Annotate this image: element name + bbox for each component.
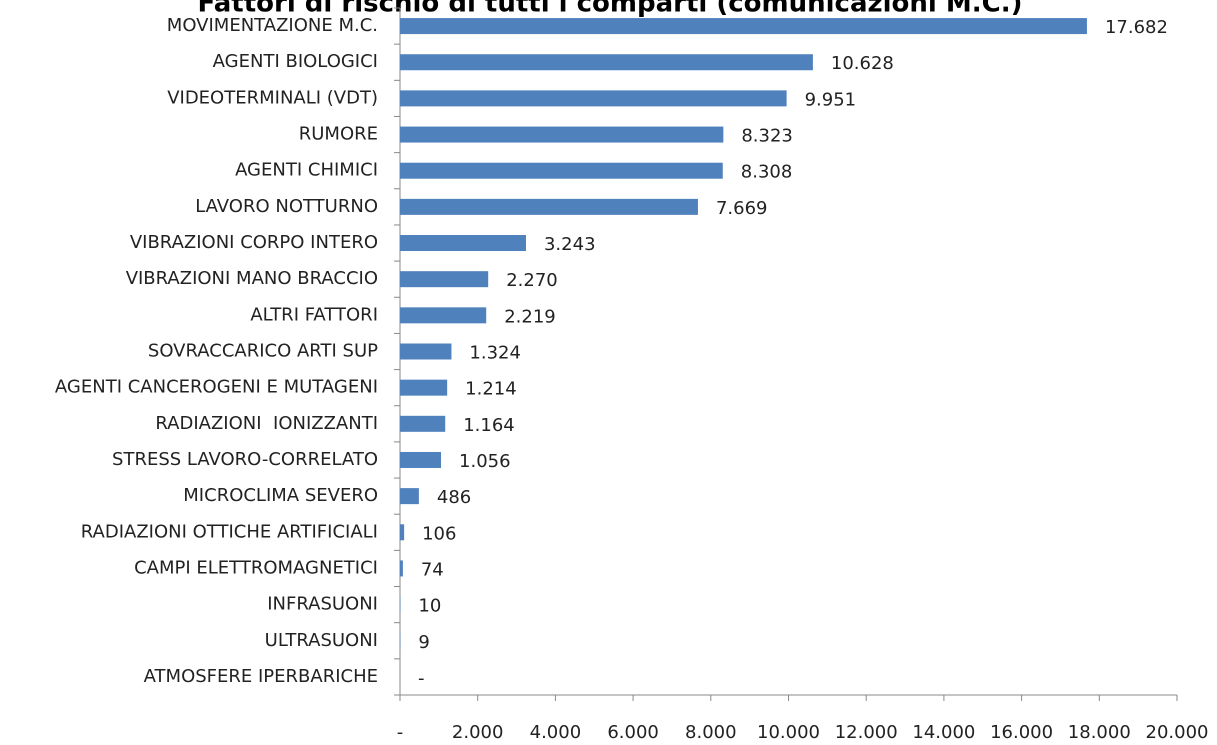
bar [400, 524, 405, 541]
x-tick-label: 6.000 [607, 722, 659, 743]
bar [400, 162, 723, 179]
bar [400, 451, 442, 468]
value-label: 486 [437, 487, 471, 508]
x-tick-label: 20.000 [1146, 722, 1209, 743]
y-tick-label: ULTRASUONI [265, 630, 378, 651]
bar [400, 54, 813, 71]
x-tick-label: - [397, 722, 404, 743]
x-tick-label: 2.000 [452, 722, 504, 743]
x-tick-label: 10.000 [757, 722, 820, 743]
bar [400, 379, 448, 396]
y-tick-label: MICROCLIMA SEVERO [183, 485, 378, 506]
y-tick-label: STRESS LAVORO-CORRELATO [112, 449, 378, 470]
bar [400, 198, 698, 215]
x-tick-label: 18.000 [1068, 722, 1131, 743]
value-label: 3.243 [544, 234, 596, 255]
value-label: 17.682 [1105, 17, 1168, 38]
y-tick-label: ATMOSFERE IPERBARICHE [144, 666, 378, 687]
y-tick-label: VIDEOTERMINALI (VDT) [167, 87, 378, 108]
bar [400, 560, 403, 577]
y-tick-label: RUMORE [299, 124, 378, 145]
y-tick-label: VIBRAZIONI CORPO INTERO [130, 232, 378, 253]
value-label: 74 [421, 559, 444, 580]
value-label: 1.164 [463, 415, 515, 436]
value-label: 1.324 [469, 343, 521, 364]
x-tick-label: 12.000 [835, 722, 898, 743]
y-tick-label: CAMPI ELETTROMAGNETICI [134, 557, 378, 578]
y-tick-label: SOVRACCARICO ARTI SUP [148, 341, 378, 362]
value-label: 2.270 [506, 270, 558, 291]
y-tick-label: ALTRI FATTORI [250, 304, 378, 325]
bar [400, 271, 489, 288]
bar [400, 415, 446, 432]
value-label: 106 [422, 523, 456, 544]
value-label: 8.308 [741, 162, 793, 183]
value-label: 10.628 [831, 53, 894, 74]
x-tick-label: 14.000 [912, 722, 975, 743]
bar [400, 90, 787, 107]
bar [400, 488, 419, 505]
value-label: 1.214 [465, 379, 517, 400]
chart-title: Fattori di rischio di tutti i comparti (… [198, 0, 1023, 19]
bar [400, 235, 526, 252]
y-tick-label: AGENTI CANCEROGENI E MUTAGENI [55, 377, 378, 398]
y-tick-label: AGENTI CHIMICI [235, 160, 378, 181]
value-label: 10 [418, 596, 441, 617]
x-tick-label: 16.000 [990, 722, 1053, 743]
y-tick-label: MOVIMENTAZIONE M.C. [167, 15, 378, 36]
value-label: 1.056 [459, 451, 511, 472]
bar [400, 307, 487, 324]
value-label: 2.219 [504, 306, 556, 327]
x-tick-label: 8.000 [685, 722, 737, 743]
value-label: 8.323 [741, 126, 793, 147]
x-tick-label: 4.000 [530, 722, 582, 743]
bar [400, 18, 1087, 35]
value-label: 9.951 [805, 89, 857, 110]
y-tick-label: VIBRAZIONI MANO BRACCIO [126, 268, 378, 289]
value-label: 7.669 [716, 198, 768, 219]
value-label: 9 [418, 632, 429, 653]
bar [400, 343, 452, 360]
y-tick-label: RADIAZIONI IONIZZANTI [155, 413, 378, 434]
bar [400, 126, 724, 143]
y-tick-label: AGENTI BIOLOGICI [213, 51, 378, 72]
y-tick-label: INFRASUONI [267, 594, 378, 615]
y-tick-label: RADIAZIONI OTTICHE ARTIFICIALI [81, 521, 378, 542]
value-label: - [418, 668, 425, 689]
y-tick-label: LAVORO NOTTURNO [195, 196, 378, 217]
